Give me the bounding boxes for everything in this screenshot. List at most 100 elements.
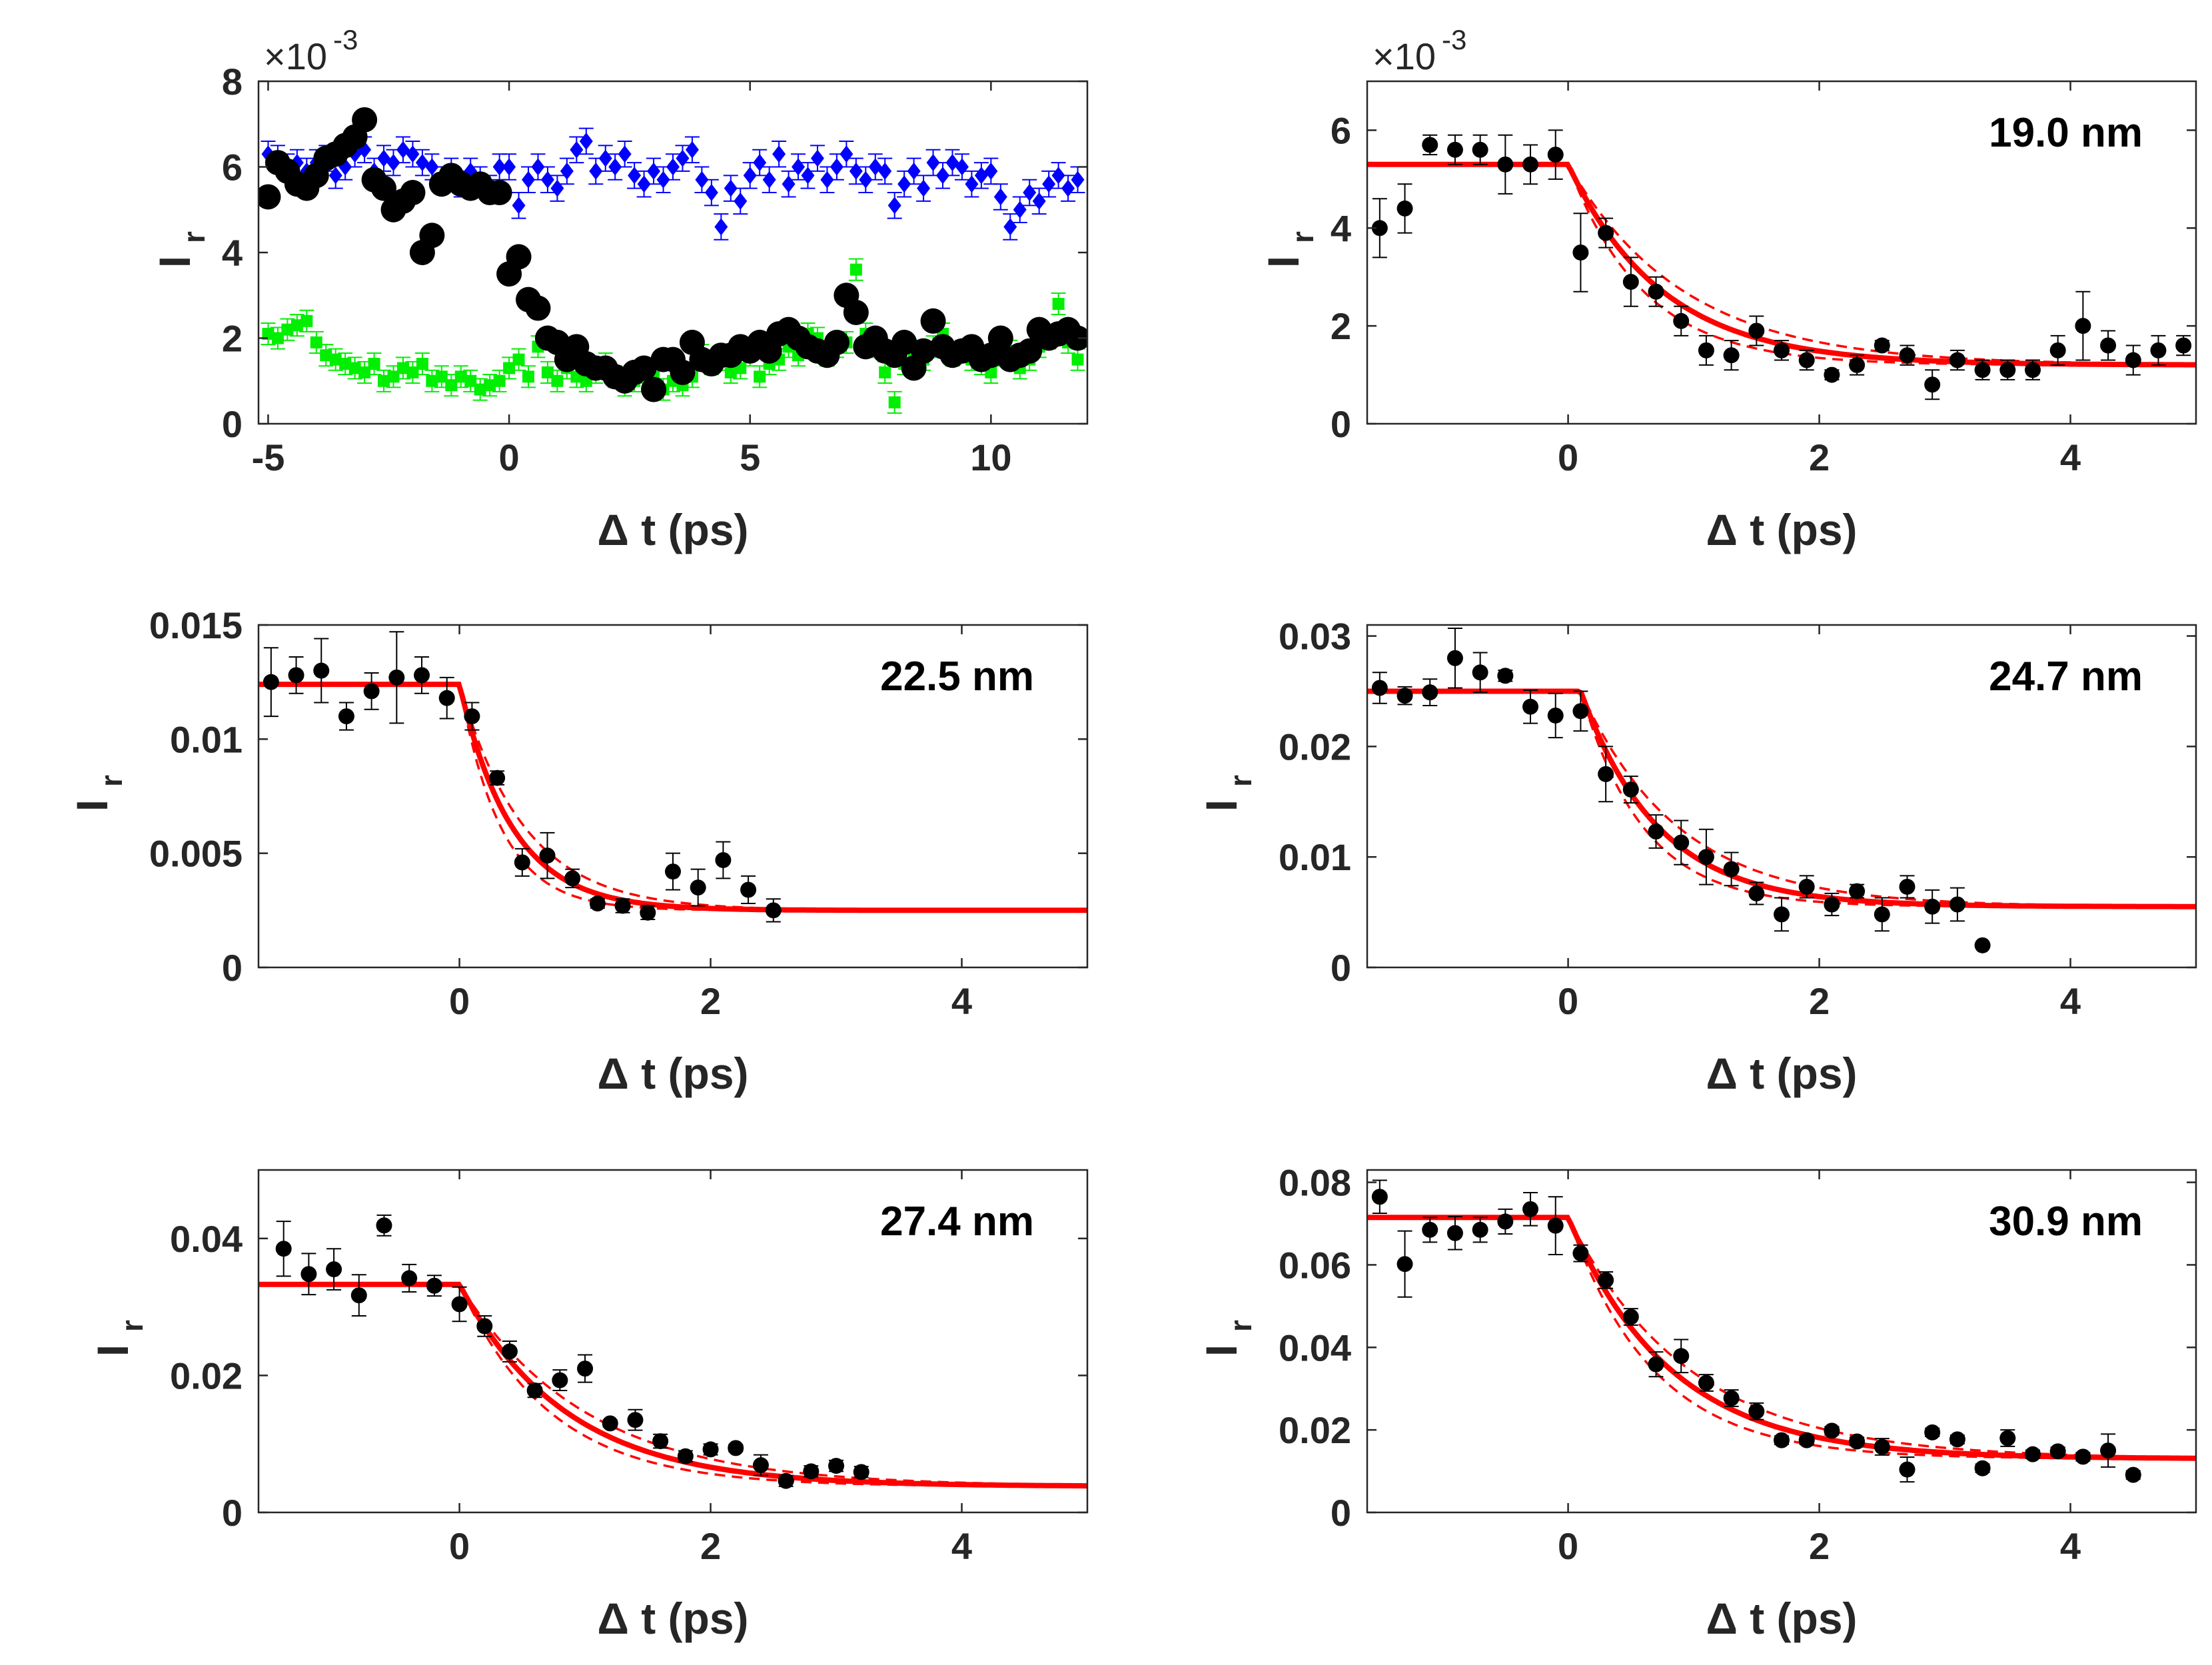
data-point xyxy=(328,167,342,185)
data-point xyxy=(897,175,911,193)
data-point xyxy=(1698,849,1714,865)
data-point xyxy=(849,263,862,276)
data-point xyxy=(1899,347,1916,364)
data-point xyxy=(512,197,526,215)
data-point xyxy=(685,141,699,159)
data-point xyxy=(288,667,304,684)
data-point xyxy=(702,1441,719,1458)
data-point xyxy=(828,1458,845,1474)
data-point xyxy=(1798,878,1815,895)
data-point xyxy=(2049,342,2066,358)
data-point xyxy=(1396,688,1413,704)
x-tick-label: 0 xyxy=(1558,436,1578,478)
data-point xyxy=(695,171,709,189)
data-point xyxy=(1052,298,1065,310)
data-point xyxy=(1874,337,1890,354)
data-point xyxy=(445,379,458,392)
data-point xyxy=(1051,167,1065,185)
plot-data xyxy=(1367,1179,2196,1483)
y-axis-label-main: I xyxy=(1197,1345,1246,1357)
data-point xyxy=(2175,337,2192,354)
data-point xyxy=(911,338,937,364)
plot-data xyxy=(259,107,1087,414)
data-point xyxy=(300,314,313,327)
data-point xyxy=(338,708,354,725)
panel-label: 30.9 nm xyxy=(1989,1199,2143,1245)
data-point xyxy=(1598,766,1614,782)
chart-panel-4: 0 2 4 0 0.01 0.02 0.03 Δ t (ps) Ir 24.7 nm xyxy=(1197,616,2197,1098)
x-tick-label: 5 xyxy=(740,436,760,478)
data-point xyxy=(348,362,361,374)
y-tick-label: 0.02 xyxy=(1279,726,1351,768)
x-axis-label: Δ t (ps) xyxy=(597,505,748,554)
data-point xyxy=(1748,885,1765,901)
data-point xyxy=(1648,824,1664,840)
data-point xyxy=(640,904,656,921)
data-point xyxy=(352,107,378,133)
y-exponent-label: ×10 -3 xyxy=(1373,24,1466,77)
x-tick-label: 0 xyxy=(1558,1525,1578,1567)
data-point xyxy=(2024,362,2041,378)
data-point xyxy=(1648,1356,1664,1373)
data-point xyxy=(1497,156,1514,173)
data-point xyxy=(425,158,439,176)
series-1 xyxy=(263,631,782,923)
data-point xyxy=(1622,274,1639,290)
data-point xyxy=(843,299,869,325)
data-point xyxy=(1774,342,1790,358)
x-tick-label: 4 xyxy=(2060,980,2081,1022)
y-tick-label: 0 xyxy=(222,403,243,445)
data-point xyxy=(2125,352,2141,368)
y-tick-label: 6 xyxy=(222,147,243,189)
y-tick-label: 0 xyxy=(222,1492,243,1534)
x-tick-label: 0 xyxy=(449,1525,470,1567)
x-axis-label: Δ t (ps) xyxy=(1706,1594,1857,1643)
y-tick-label: 4 xyxy=(1331,207,1351,249)
data-point xyxy=(1949,896,1965,913)
data-point xyxy=(489,770,506,786)
data-point xyxy=(522,171,536,189)
data-point xyxy=(2150,342,2167,358)
data-point xyxy=(1698,342,1714,358)
data-point xyxy=(589,162,603,180)
data-point xyxy=(501,1343,518,1360)
data-point xyxy=(502,158,516,176)
data-point xyxy=(728,1440,744,1456)
y-tick-label: 0.03 xyxy=(1279,616,1351,658)
data-point xyxy=(888,396,901,408)
data-point xyxy=(1974,1460,1991,1476)
data-point xyxy=(271,332,284,344)
data-point xyxy=(652,1433,669,1450)
data-point xyxy=(740,881,757,898)
data-point xyxy=(1924,376,1941,393)
data-point xyxy=(1065,325,1087,351)
data-point xyxy=(329,353,342,366)
data-point xyxy=(435,370,448,383)
data-point xyxy=(1522,1201,1539,1217)
data-point xyxy=(525,295,551,321)
data-point xyxy=(313,662,330,679)
data-point xyxy=(454,370,467,383)
data-point xyxy=(772,145,786,163)
panel-label: 24.7 nm xyxy=(1989,654,2143,700)
data-point xyxy=(1849,1433,1866,1450)
data-point xyxy=(1598,225,1614,241)
y-tick-label: 0.08 xyxy=(1279,1162,1351,1204)
y-tick-label: 8 xyxy=(222,61,243,103)
chart-panel-2: 0 2 4 0 2 4 6 Δ t (ps) Ir ×10 -3 19.0 nm xyxy=(1259,24,2197,554)
data-point xyxy=(631,355,657,381)
data-point xyxy=(451,1296,468,1313)
data-point xyxy=(926,154,940,172)
data-point xyxy=(1422,684,1438,701)
data-point xyxy=(820,171,834,189)
data-point xyxy=(704,184,718,202)
chart-panel-6: 0 2 4 0 0.02 0.04 0.06 0.08 Δ t (ps) Ir 30.9 nm xyxy=(1197,1162,2197,1643)
y-exponent-base: ×10 xyxy=(264,35,327,77)
y-tick-label: 0 xyxy=(1331,403,1351,445)
data-point xyxy=(387,370,400,383)
data-point xyxy=(310,336,322,348)
data-point xyxy=(917,179,931,197)
data-point xyxy=(371,175,397,201)
y-tick-label: 0.04 xyxy=(1279,1327,1351,1369)
